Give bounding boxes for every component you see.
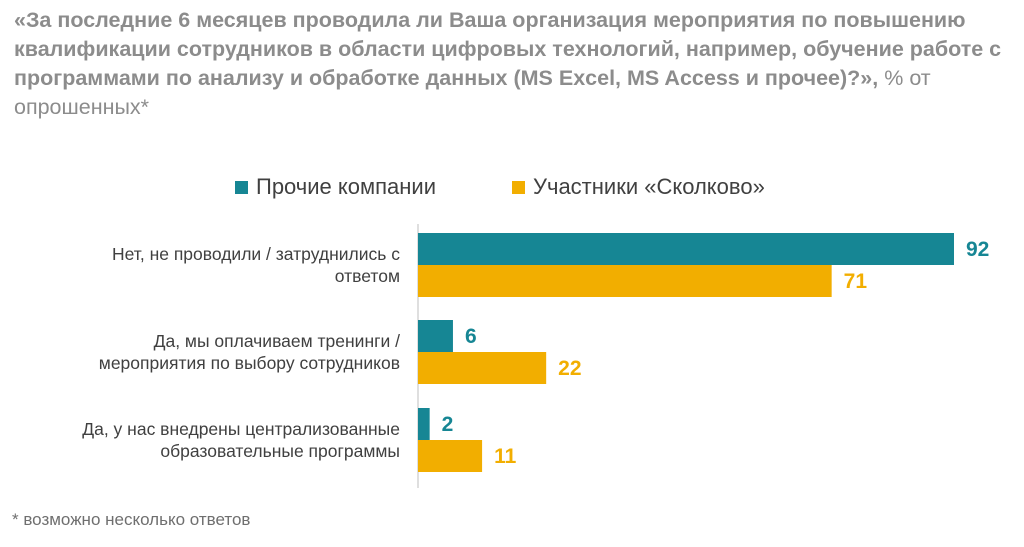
data-label-skolkovo-0: 71 <box>844 270 868 293</box>
bar-skolkovo-2 <box>418 440 483 472</box>
bar-others-1 <box>418 320 453 352</box>
bar-skolkovo-1 <box>418 352 547 384</box>
category-label-2-line-1: образовательные программы <box>160 441 400 461</box>
legend-item-skolkovo: Участники «Сколково» <box>512 174 765 200</box>
data-label-skolkovo-2: 11 <box>494 445 517 468</box>
data-label-skolkovo-1: 22 <box>558 357 581 380</box>
legend-swatch-skolkovo <box>512 180 525 194</box>
category-label-0-line-0: Нет, не проводили / затруднились с <box>112 244 400 264</box>
legend-label-others: Прочие компании <box>256 174 437 199</box>
chart-title-question: «За последние 6 месяцев проводила ли Ваш… <box>14 8 1002 90</box>
category-label-1-line-1: мероприятия по выбору сотрудников <box>99 353 400 373</box>
data-label-others-2: 2 <box>442 413 454 436</box>
chart-title: «За последние 6 месяцев проводила ли Ваш… <box>14 6 1014 122</box>
bar-others-0 <box>418 233 954 265</box>
category-label-1-line-0: Да, мы оплачиваем тренинги / <box>154 331 401 351</box>
chart-title-unit: % от опрошенных* <box>14 66 931 119</box>
data-label-others-1: 6 <box>465 325 477 348</box>
chart-legend: Прочие компании Участники «Сколково» <box>0 174 1024 208</box>
bar-others-2 <box>418 408 430 440</box>
legend-swatch-others <box>235 180 248 194</box>
bar-skolkovo-0 <box>418 265 832 297</box>
category-label-2-line-0: Да, у нас внедрены централизованные <box>82 419 400 439</box>
category-label-0-line-1: ответом <box>335 266 400 286</box>
footnote: * возможно несколько ответов <box>12 510 251 529</box>
data-label-others-0: 92 <box>966 238 989 261</box>
legend-label-skolkovo: Участники «Сколково» <box>533 174 765 199</box>
legend-item-others: Прочие компании <box>235 174 436 200</box>
